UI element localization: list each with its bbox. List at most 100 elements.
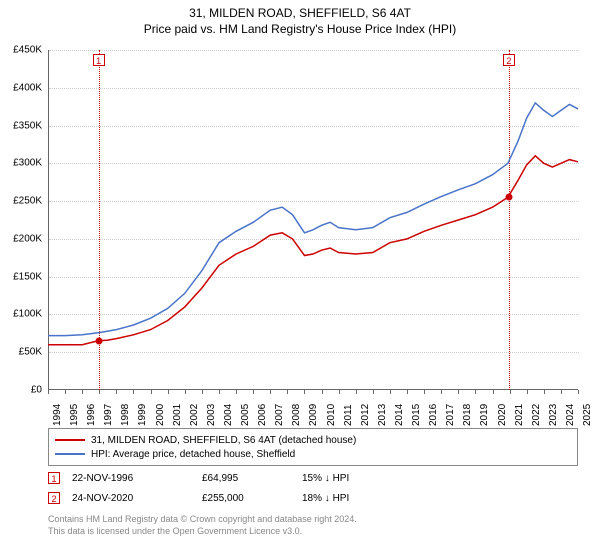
x-tick	[578, 390, 579, 394]
y-axis-label: £350K	[0, 120, 42, 131]
x-axis-label: 1997	[103, 404, 114, 426]
x-axis-label: 2017	[445, 404, 456, 426]
x-axis-label: 2006	[257, 404, 268, 426]
x-axis-label: 2024	[565, 404, 576, 426]
y-axis-label: £450K	[0, 45, 42, 56]
x-axis-label: 2014	[394, 404, 405, 426]
x-tick	[322, 390, 323, 394]
x-axis-label: 2010	[326, 404, 337, 426]
x-tick	[458, 390, 459, 394]
x-axis-label: 2016	[428, 404, 439, 426]
x-tick	[407, 390, 408, 394]
x-tick	[185, 390, 186, 394]
event-pct: 15% ↓ HPI	[302, 473, 422, 484]
x-axis-label: 1996	[86, 404, 97, 426]
x-axis-label: 1995	[69, 404, 80, 426]
x-tick	[390, 390, 391, 394]
x-axis-label: 2009	[308, 404, 319, 426]
x-tick	[441, 390, 442, 394]
x-axis-label: 1994	[52, 404, 63, 426]
x-tick	[356, 390, 357, 394]
x-tick	[82, 390, 83, 394]
x-tick	[424, 390, 425, 394]
footer: Contains HM Land Registry data © Crown c…	[48, 514, 578, 537]
legend-swatch	[55, 453, 85, 455]
x-tick	[219, 390, 220, 394]
y-axis-label: £400K	[0, 82, 42, 93]
event-price: £64,995	[202, 473, 302, 484]
x-tick	[339, 390, 340, 394]
x-tick	[253, 390, 254, 394]
y-axis-label: £300K	[0, 158, 42, 169]
x-axis-label: 2013	[377, 404, 388, 426]
x-tick	[510, 390, 511, 394]
footer-line2: This data is licensed under the Open Gov…	[48, 526, 578, 538]
x-axis-label: 2007	[274, 404, 285, 426]
x-tick	[133, 390, 134, 394]
footer-line1: Contains HM Land Registry data © Crown c…	[48, 514, 578, 526]
y-axis-label: £150K	[0, 271, 42, 282]
x-tick	[65, 390, 66, 394]
series-line-hpi	[48, 103, 578, 336]
x-axis-label: 2001	[172, 404, 183, 426]
x-tick	[373, 390, 374, 394]
legend: 31, MILDEN ROAD, SHEFFIELD, S6 4AT (deta…	[48, 428, 578, 466]
chart-title-line2: Price paid vs. HM Land Registry's House …	[0, 20, 600, 36]
y-axis-label: £250K	[0, 196, 42, 207]
event-list: 1 22-NOV-1996£64,99515% ↓ HPI 2 24-NOV-2020…	[48, 468, 578, 508]
event-row: 2 24-NOV-2020£255,00018% ↓ HPI	[48, 488, 578, 508]
x-axis-label: 2018	[462, 404, 473, 426]
x-tick	[287, 390, 288, 394]
event-pct: 18% ↓ HPI	[302, 493, 422, 504]
y-axis-label: £50K	[0, 347, 42, 358]
x-axis-label: 2015	[411, 404, 422, 426]
event-price: £255,000	[202, 493, 302, 504]
y-axis-label: £100K	[0, 309, 42, 320]
legend-row: HPI: Average price, detached house, Shef…	[55, 447, 571, 461]
event-row-marker: 2	[48, 492, 60, 504]
event-date: 24-NOV-2020	[72, 493, 202, 504]
x-axis-label: 2003	[206, 404, 217, 426]
x-axis-label: 1998	[120, 404, 131, 426]
chart-area: 12 £0£50K£100K£150K£200K£250K£300K£350K£…	[48, 50, 578, 390]
x-axis-label: 2002	[189, 404, 200, 426]
x-axis-label: 2005	[240, 404, 251, 426]
x-axis-label: 2019	[479, 404, 490, 426]
x-tick	[99, 390, 100, 394]
event-row: 1 22-NOV-1996£64,99515% ↓ HPI	[48, 468, 578, 488]
x-tick	[270, 390, 271, 394]
x-tick	[202, 390, 203, 394]
x-tick	[116, 390, 117, 394]
chart-lines	[48, 50, 578, 390]
x-tick	[236, 390, 237, 394]
x-tick	[151, 390, 152, 394]
x-axis-label: 1999	[137, 404, 148, 426]
x-axis-label: 2004	[223, 404, 234, 426]
x-tick	[304, 390, 305, 394]
x-axis-label: 2021	[514, 404, 525, 426]
legend-label: 31, MILDEN ROAD, SHEFFIELD, S6 4AT (deta…	[91, 435, 356, 446]
event-date: 22-NOV-1996	[72, 473, 202, 484]
x-axis-label: 2008	[291, 404, 302, 426]
x-axis-label: 2025	[582, 404, 593, 426]
x-axis-label: 2011	[343, 404, 354, 426]
x-axis-label: 2012	[360, 404, 371, 426]
x-tick	[544, 390, 545, 394]
x-axis-label: 2000	[155, 404, 166, 426]
x-tick	[561, 390, 562, 394]
series-line-price_paid	[48, 156, 578, 345]
x-tick	[168, 390, 169, 394]
x-tick	[493, 390, 494, 394]
legend-label: HPI: Average price, detached house, Shef…	[91, 449, 295, 460]
x-tick	[527, 390, 528, 394]
chart-title-line1: 31, MILDEN ROAD, SHEFFIELD, S6 4AT	[0, 0, 600, 20]
x-tick	[48, 390, 49, 394]
event-row-marker: 1	[48, 472, 60, 484]
x-axis-label: 2020	[497, 404, 508, 426]
y-axis-label: £0	[0, 385, 42, 396]
x-axis-label: 2022	[531, 404, 542, 426]
legend-swatch	[55, 439, 85, 441]
legend-row: 31, MILDEN ROAD, SHEFFIELD, S6 4AT (deta…	[55, 433, 571, 447]
x-tick	[475, 390, 476, 394]
x-axis-label: 2023	[548, 404, 559, 426]
